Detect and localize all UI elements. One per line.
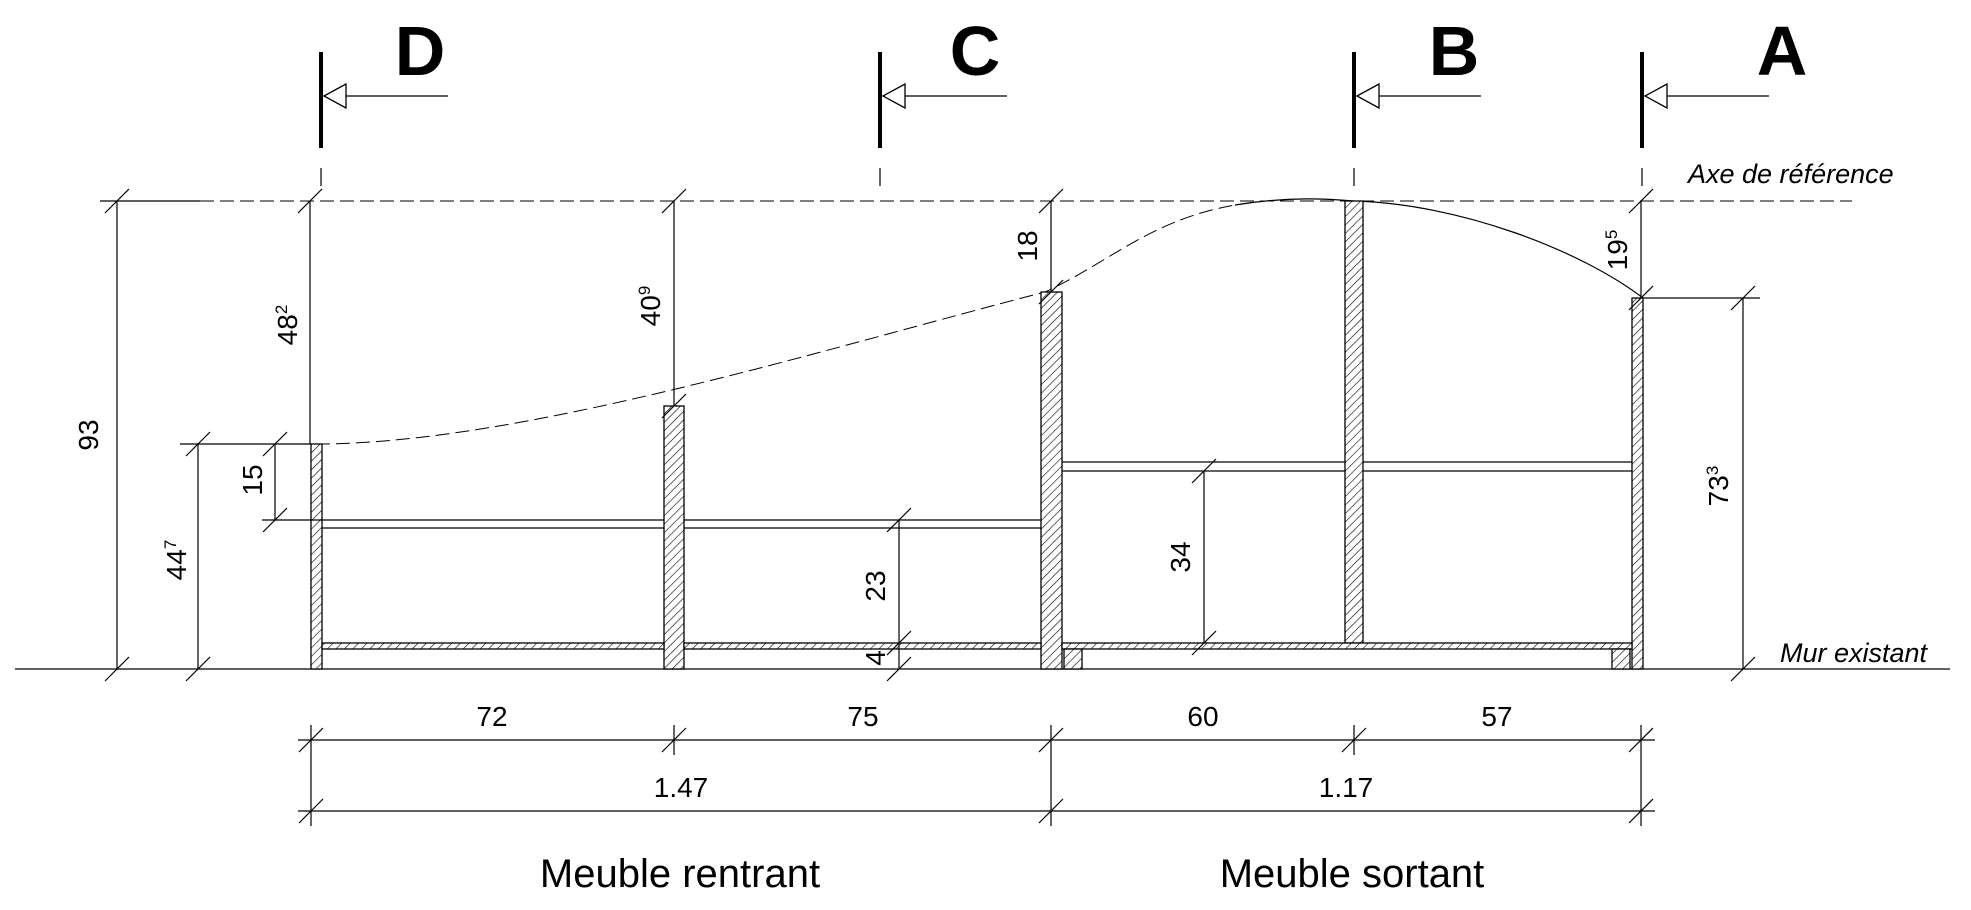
panel-intermediate <box>663 405 685 670</box>
meuble-rentrant <box>310 291 1063 670</box>
dim-width-60: 60 <box>1187 701 1218 732</box>
vertical-dimension-lines <box>100 188 1760 682</box>
panel-d <box>310 443 323 670</box>
base-board-middle <box>683 642 1042 650</box>
panel-b <box>1344 200 1364 644</box>
dim-19-5: 195 <box>1602 230 1633 271</box>
section-label-a: A <box>1757 12 1808 90</box>
reference-axis-label: Axe de référence <box>1686 159 1894 189</box>
dim-total-1-47: 1.47 <box>654 772 709 803</box>
plinth-right <box>1611 648 1631 670</box>
panel-c <box>1040 291 1063 670</box>
horizontal-dimension-lines <box>298 725 1655 826</box>
existing-wall-label: Mur existant <box>1780 638 1929 668</box>
dim-15: 15 <box>237 464 268 495</box>
base-board-right <box>1061 642 1633 650</box>
panel-a <box>1631 297 1644 670</box>
label-meuble-rentrant: Meuble rentrant <box>540 852 820 896</box>
dim-73-3: 733 <box>1703 466 1734 507</box>
plinth-left <box>1063 648 1083 670</box>
dim-width-57: 57 <box>1481 701 1512 732</box>
dim-23: 23 <box>860 570 891 601</box>
dim-34: 34 <box>1165 541 1196 572</box>
meuble-sortant <box>1061 200 1644 670</box>
section-marker-a: A <box>1640 12 1808 186</box>
dim-width-75: 75 <box>847 701 878 732</box>
dim-total-1-17: 1.17 <box>1319 772 1374 803</box>
profile-curve-sortant <box>1234 198 1644 299</box>
section-marker-b: B <box>1352 12 1481 186</box>
section-label-b: B <box>1429 12 1480 90</box>
dim-width-72: 72 <box>476 701 507 732</box>
base-board-left <box>321 642 665 650</box>
dim-18: 18 <box>1012 230 1043 261</box>
label-meuble-sortant: Meuble sortant <box>1220 852 1485 896</box>
dim-93: 93 <box>73 419 104 450</box>
section-label-c: C <box>950 12 1001 90</box>
dim-44-7: 447 <box>161 540 192 581</box>
profile-curve-rentrant <box>315 204 1236 445</box>
dim-40-9: 409 <box>635 286 666 327</box>
section-label-d: D <box>395 12 446 90</box>
dim-48-2: 482 <box>272 305 303 346</box>
dim-4: 4 <box>860 650 891 666</box>
section-marker-c: C <box>878 12 1007 186</box>
section-marker-d: D <box>319 12 448 186</box>
